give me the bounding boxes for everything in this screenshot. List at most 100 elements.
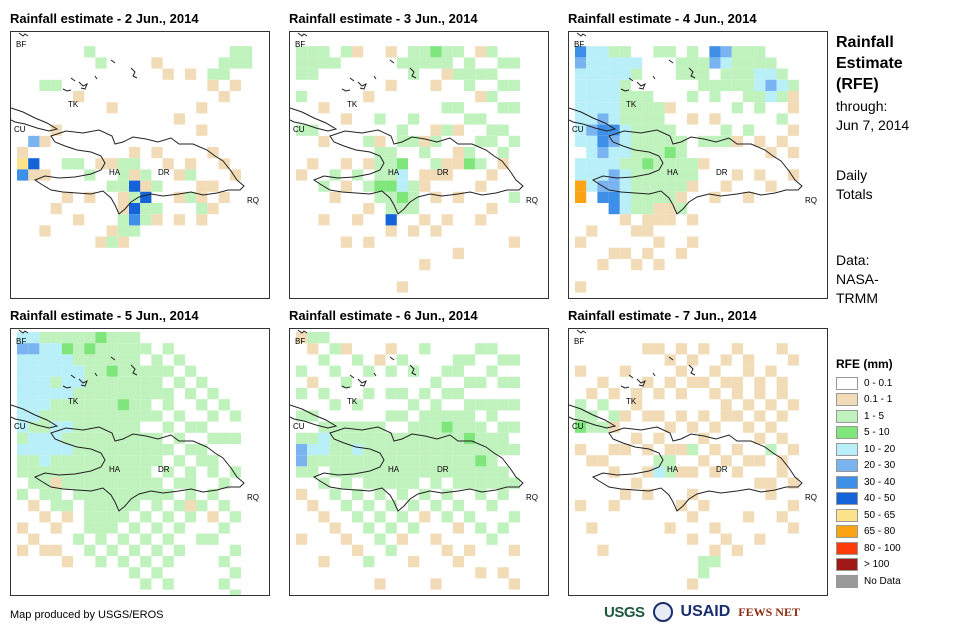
rainfall-cell: [352, 421, 364, 433]
map-svg: BF CU TK HA DR RQ: [290, 32, 538, 293]
rainfall-cell: [754, 46, 766, 58]
rainfall-cell: [452, 466, 464, 478]
rainfall-cell: [241, 57, 253, 69]
rainfall-cell: [597, 102, 609, 114]
rainfall-cell: [396, 169, 408, 181]
rainfall-cell: [73, 332, 85, 344]
rainfall-cell: [318, 444, 330, 456]
rainfall-cell: [218, 399, 230, 411]
rainfall-cell: [207, 147, 219, 159]
place-label: BF: [574, 337, 584, 346]
rainfall-cell: [687, 488, 699, 500]
rainfall-cell: [765, 79, 777, 91]
rainfall-cell: [408, 522, 420, 534]
rainfall-cell: [754, 102, 766, 114]
rainfall-cell: [575, 79, 587, 91]
rainfall-cell: [84, 332, 96, 344]
map-svg: BF CU TK HA DR RQ: [569, 329, 817, 590]
rainfall-cell: [374, 578, 386, 590]
rainfall-cell: [28, 444, 40, 456]
through-date: Jun 7, 2014: [836, 117, 910, 133]
rainfall-cell: [117, 477, 129, 489]
rainfall-cell: [374, 180, 386, 192]
rainfall-cell: [207, 466, 219, 478]
rainfall-cell: [687, 444, 699, 456]
rainfall-cell: [50, 455, 62, 467]
daily-label: Daily: [836, 167, 868, 183]
island-outline: [652, 372, 656, 377]
rainfall-cell: [95, 354, 107, 366]
rainfall-cell: [229, 169, 241, 181]
fews-net-logo: FEWS NET: [738, 604, 800, 619]
rainfall-cell: [363, 236, 375, 248]
rainfall-cell: [162, 444, 174, 456]
rainfall-cell: [73, 365, 85, 377]
rainfall-cell: [575, 46, 587, 58]
rainfall-cell: [129, 169, 141, 181]
rainfall-cell: [597, 158, 609, 170]
rainfall-cell: [363, 500, 375, 512]
rainfall-cell: [586, 68, 598, 80]
rainfall-cell: [664, 147, 676, 159]
rainfall-cell: [408, 57, 420, 69]
rainfall-cell: [129, 567, 141, 579]
rainfall-cell: [575, 68, 587, 80]
rainfall-cell: [486, 455, 498, 467]
rainfall-cell: [196, 214, 208, 226]
rainfall-cell: [39, 365, 51, 377]
rainfall-cell: [452, 147, 464, 159]
rainfall-cell: [653, 466, 665, 478]
rainfall-cell: [619, 124, 631, 136]
rainfall-cell: [129, 332, 141, 344]
rainfall-cell: [17, 158, 29, 170]
rainfall-cell: [396, 455, 408, 467]
place-label: RQ: [526, 493, 538, 502]
legend-label: 20 - 30: [864, 460, 896, 472]
rainfall-cell: [151, 57, 163, 69]
rainfall-cell: [173, 477, 185, 489]
legend-title: RFE (mm): [836, 357, 893, 371]
rainfall-cell: [129, 544, 141, 556]
rainfall-cell: [363, 455, 375, 467]
rainfall-cell: [631, 180, 643, 192]
rainfall-cell: [720, 46, 732, 58]
rainfall-cell: [452, 556, 464, 568]
rainfall-cell: [385, 191, 397, 203]
rainfall-cell: [162, 399, 174, 411]
rainfall-cell: [619, 203, 631, 215]
rainfall-cell: [687, 68, 699, 80]
rainfall-cell: [374, 466, 386, 478]
rainfall-cell: [28, 500, 40, 512]
rainfall-cell: [776, 432, 788, 444]
rainfall-cell: [17, 544, 29, 556]
rainfall-cell: [374, 158, 386, 170]
map-panel-jun-3: BF CU TK HA DR RQ: [289, 31, 549, 299]
rainfall-cell: [151, 365, 163, 377]
map-svg: BF CU TK HA DR RQ: [569, 32, 817, 293]
rainfall-cell: [664, 354, 676, 366]
rainfall-cell: [709, 365, 721, 377]
rainfall-cell: [653, 203, 665, 215]
rainfall-cell: [754, 169, 766, 181]
rainfall-cell: [709, 444, 721, 456]
rainfall-cell: [95, 343, 107, 355]
rainfall-cell: [486, 466, 498, 478]
rainfall-cell: [765, 57, 777, 69]
rainfall-cell: [675, 365, 687, 377]
rainfall-cell: [84, 522, 96, 534]
rainfall-cell: [106, 444, 118, 456]
rainfall-cell: [419, 444, 431, 456]
rainfall-cell: [765, 68, 777, 80]
rainfall-cell: [698, 79, 710, 91]
rainfall-cell: [296, 91, 308, 103]
rainfall-cell: [162, 511, 174, 523]
rainfall-cell: [664, 466, 676, 478]
rainfall-cell: [61, 343, 73, 355]
island-outline: [409, 67, 417, 79]
place-label: TK: [626, 100, 637, 109]
rainfall-cell: [642, 158, 654, 170]
rainfall-cell: [475, 567, 487, 579]
legend-item: 80 - 100: [836, 540, 901, 557]
rainfall-cell: [597, 399, 609, 411]
rainfall-cell: [475, 522, 487, 534]
